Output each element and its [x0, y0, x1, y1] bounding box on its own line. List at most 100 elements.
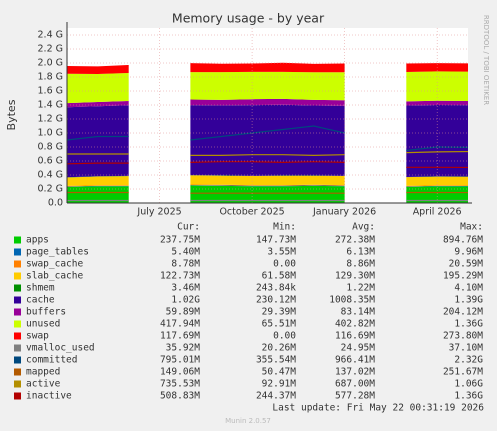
legend-value: 244.37M [256, 391, 296, 402]
legend-value: 129.30M [335, 271, 375, 282]
legend-value: 1.02G [171, 295, 200, 306]
legend-label: vmalloc_used [26, 343, 95, 354]
area [67, 176, 129, 186]
area [67, 64, 129, 75]
legend-value: 92.91M [262, 379, 297, 390]
y-tick-label: 0.2 G [38, 184, 64, 195]
legend-value: 1.06G [454, 379, 483, 390]
legend-value: 61.58M [262, 271, 297, 282]
legend-value: 5.40M [171, 247, 200, 258]
x-tick-label: January 2026 [312, 207, 376, 218]
legend-value: 50.47M [262, 367, 297, 378]
legend-swatch [14, 380, 21, 388]
area [190, 184, 345, 186]
legend-value: 20.59M [449, 259, 484, 270]
area [406, 105, 468, 177]
area [190, 104, 345, 176]
column-header: Avg: [352, 222, 375, 233]
line [66, 162, 129, 165]
legend-value: 149.06M [160, 367, 200, 378]
area [406, 176, 468, 178]
legend-value: 20.26M [262, 343, 297, 354]
area [190, 185, 345, 203]
legend-swatch [14, 284, 21, 292]
y-tick-label: 1.0 G [38, 128, 64, 139]
legend-value: 1.36G [454, 391, 483, 402]
legend-label: swap [26, 331, 49, 342]
legend-swatch [14, 296, 21, 304]
legend-value: 272.38M [335, 235, 375, 246]
watermark: RRDTOOL / TOBI OETIKER [482, 15, 490, 105]
legend-value: 147.73M [256, 235, 296, 246]
last-update: Last update: Fri May 22 00:31:19 2026 [272, 403, 484, 414]
legend-label: mapped [26, 367, 60, 378]
line [190, 154, 345, 157]
legend-value: 508.83M [160, 391, 200, 402]
line [190, 161, 345, 164]
legend-swatch [14, 344, 21, 352]
legend-value: 1.36G [454, 319, 483, 330]
legend-value: 37.10M [449, 343, 484, 354]
legend-value: 8.78M [171, 259, 200, 270]
column-header: Max: [460, 222, 483, 233]
legend-value: 1.22M [346, 283, 375, 294]
legend-value: 0.00 [273, 259, 296, 270]
legend-swatch [14, 332, 21, 340]
legend-value: 1008.35M [329, 295, 375, 306]
legend-value: 2.32G [454, 355, 483, 366]
area [67, 175, 129, 178]
legend-value: 251.67M [443, 367, 483, 378]
legend-label: cache [26, 295, 55, 306]
x-tick-label: July 2025 [136, 207, 181, 218]
legend-swatch [14, 272, 21, 280]
line [190, 125, 345, 141]
chart-title: Memory usage - by year [172, 11, 325, 26]
legend-value: 204.12M [443, 307, 483, 318]
line [66, 135, 129, 141]
legend-value: 35.92M [166, 343, 201, 354]
legend-swatch [14, 356, 21, 364]
legend-value: 116.69M [335, 331, 375, 342]
legend-value: 117.69M [160, 331, 200, 342]
legend-value: 894.76M [443, 235, 483, 246]
legend-value: 230.12M [256, 295, 296, 306]
y-tick-label: 2.4 G [38, 30, 64, 41]
legend-value: 1.39G [454, 295, 483, 306]
legend-value: 29.39M [262, 307, 297, 318]
y-tick-label: 0.4 G [38, 170, 64, 181]
legend-value: 4.10M [454, 283, 483, 294]
legend-value: 122.73M [160, 271, 200, 282]
legend-label: slab_cache [26, 271, 83, 282]
area [67, 185, 129, 187]
legend-swatch [14, 392, 21, 400]
area [406, 71, 468, 102]
x-tick-label: April 2026 [413, 207, 462, 218]
area [190, 71, 345, 101]
legend-value: 59.89M [166, 307, 201, 318]
area [406, 185, 468, 187]
legend-value: 795.01M [160, 355, 200, 366]
legend-value: 24.95M [341, 343, 376, 354]
legend-value: 65.51M [262, 319, 297, 330]
legend-label: inactive [26, 391, 72, 402]
legend-value: 3.46M [171, 283, 200, 294]
legend-label: unused [26, 319, 60, 330]
legend-value: 195.29M [443, 271, 483, 282]
legend-value: 577.28M [335, 391, 375, 402]
legend-value: 402.82M [335, 319, 375, 330]
y-tick-label: 2.0 G [38, 58, 64, 69]
legend-label: committed [26, 355, 77, 366]
legend-value: 355.54M [256, 355, 296, 366]
area [67, 186, 129, 203]
legend-value: 243.84k [256, 283, 296, 294]
column-header: Min: [273, 222, 296, 233]
area [67, 101, 129, 108]
legend-label: buffers [26, 307, 66, 318]
y-tick-label: 1.4 G [38, 100, 64, 111]
legend-swatch [14, 368, 21, 376]
area [67, 105, 129, 178]
area [67, 73, 129, 104]
x-tick-label: October 2025 [219, 207, 284, 218]
legend-value: 966.41M [335, 355, 375, 366]
area [190, 185, 345, 187]
